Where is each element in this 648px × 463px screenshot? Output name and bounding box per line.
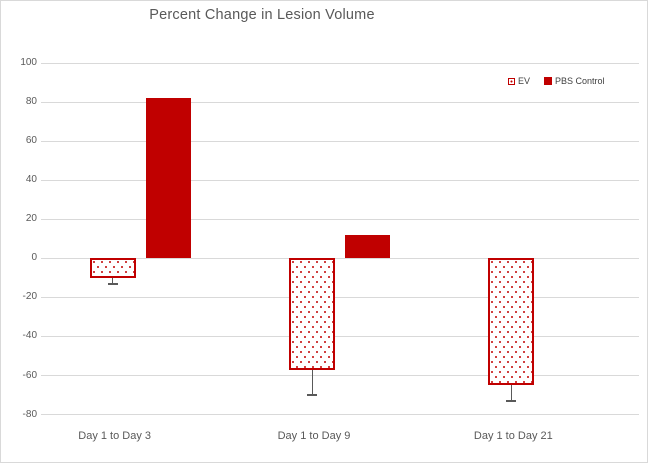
y-axis-tick-label: 20 xyxy=(25,213,37,225)
y-axis-tick-label: 0 xyxy=(31,252,37,264)
bar-ev-day-1-to-day-3[interactable] xyxy=(89,258,136,278)
bar-pbs-control-day-1-to-day-3[interactable] xyxy=(145,98,191,259)
error-bar-cap-ev-day-1-to-day-3 xyxy=(107,282,118,285)
gridline--80 xyxy=(41,414,639,416)
gridline--20 xyxy=(41,296,639,298)
gridline-80 xyxy=(41,101,639,103)
gridline-0 xyxy=(41,257,639,259)
chart-title[interactable]: Percent Change in Lesion Volume xyxy=(149,7,375,23)
bar-ev-day-1-to-day-9[interactable] xyxy=(289,258,335,370)
error-bar-line-ev-day-1-to-day-21 xyxy=(510,385,512,401)
error-bar-cap-ev-day-1-to-day-21 xyxy=(506,399,517,402)
x-axis-category-label: Day 1 to Day 21 xyxy=(473,430,553,442)
y-axis-tick-label: 40 xyxy=(25,174,37,186)
x-axis-category-label: Day 1 to Day 9 xyxy=(277,430,351,442)
x-axis-category-label: Day 1 to Day 3 xyxy=(78,430,152,442)
error-bar-line-ev-day-1-to-day-3 xyxy=(112,277,114,284)
pbs-control-series-swatch-icon xyxy=(544,77,553,85)
bar-pbs-control-day-1-to-day-9[interactable] xyxy=(345,234,390,259)
y-axis-tick-label: 60 xyxy=(25,135,37,147)
gridline-100 xyxy=(41,62,639,64)
ev-series-swatch-icon xyxy=(508,77,515,85)
legend-label-ev: EV xyxy=(518,76,531,86)
legend-item-pbs-control[interactable]: PBS Control xyxy=(544,76,605,86)
legend-item-ev[interactable]: EV xyxy=(508,76,530,86)
legend: EV PBS Control xyxy=(508,76,605,86)
error-bar-cap-ev-day-1-to-day-9 xyxy=(307,394,317,397)
gridline--60 xyxy=(41,375,639,377)
gridline--40 xyxy=(41,335,639,337)
legend-label-pbs-control: PBS Control xyxy=(555,76,605,86)
error-bar-line-ev-day-1-to-day-9 xyxy=(311,369,313,396)
y-axis-tick-label: -60 xyxy=(22,369,37,381)
gridline-40 xyxy=(41,179,639,181)
bar-ev-day-1-to-day-21[interactable] xyxy=(488,258,535,386)
y-axis-tick-label: -80 xyxy=(22,408,37,420)
y-axis-tick-label: 100 xyxy=(20,57,37,68)
y-axis-tick-label: 80 xyxy=(25,96,37,108)
gridline-20 xyxy=(41,218,639,220)
y-axis-tick-label: -20 xyxy=(22,291,37,303)
y-axis-tick-label: -40 xyxy=(22,330,37,342)
gridline-60 xyxy=(41,140,639,142)
